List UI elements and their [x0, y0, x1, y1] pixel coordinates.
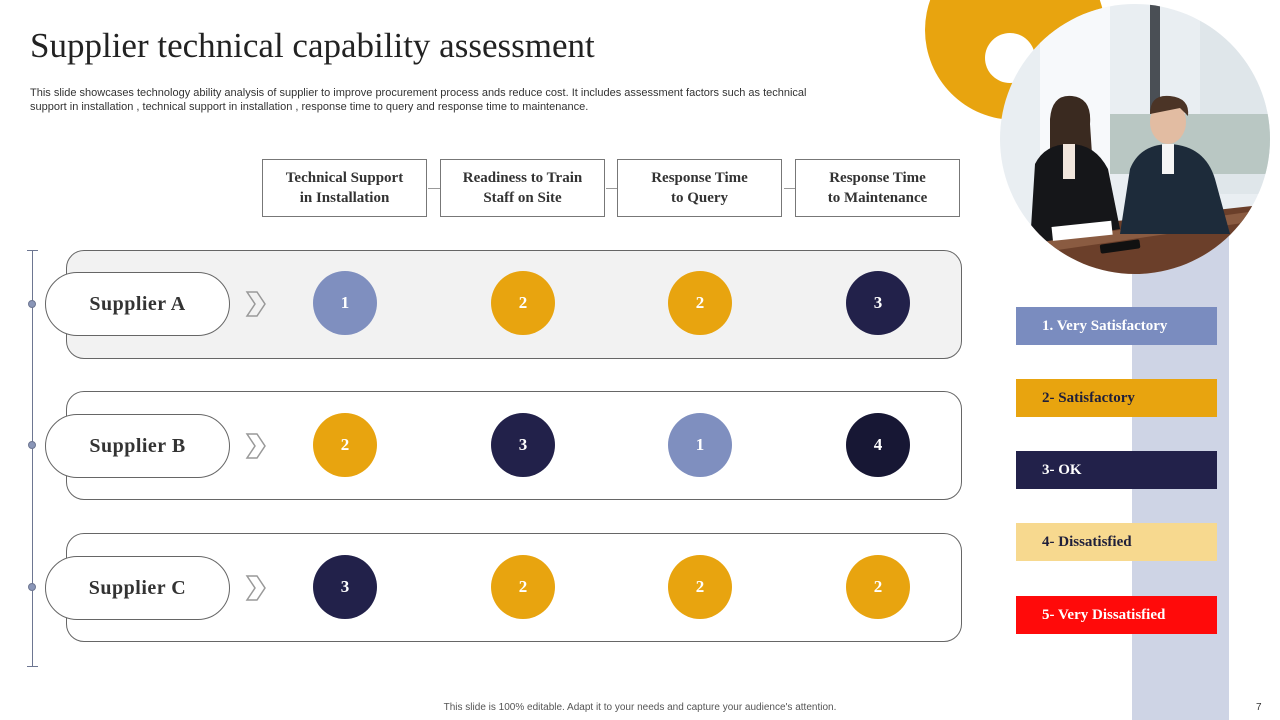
supplier-label: Supplier B — [45, 414, 230, 478]
supplier-label: Supplier A — [45, 272, 230, 336]
timeline-dot — [28, 583, 36, 591]
business-meeting-photo — [1000, 4, 1270, 274]
chevron-right-icon — [245, 291, 266, 317]
timeline-dot — [28, 441, 36, 449]
timeline-cap-bottom — [27, 666, 38, 667]
header-label: Response Time to Maintenance — [827, 170, 928, 206]
score-circle: 1 — [668, 413, 732, 477]
header-connector — [428, 188, 440, 189]
page-description: This slide showcases technology ability … — [30, 87, 807, 113]
header-label: Readiness to Train Staff on Site — [462, 170, 583, 206]
header-connector — [606, 188, 617, 189]
score-circle: 2 — [313, 413, 377, 477]
header-connector — [784, 188, 795, 189]
score-circle: 1 — [313, 271, 377, 335]
header-response-maintenance: Response Time to Maintenance — [795, 159, 960, 217]
score-circle: 2 — [491, 271, 555, 335]
chevron-right-icon — [245, 575, 266, 601]
score-circle: 3 — [491, 413, 555, 477]
legend-very-dissatisfied: 5- Very Dissatisfied — [1016, 596, 1217, 634]
page-title: Supplier technical capability assessment — [30, 26, 595, 65]
legend-dissatisfied: 4- Dissatisfied — [1016, 523, 1217, 561]
score-circle: 2 — [846, 555, 910, 619]
score-circle: 3 — [846, 271, 910, 335]
score-circle: 2 — [491, 555, 555, 619]
legend-very-satisfactory: 1. Very Satisfactory — [1016, 307, 1217, 345]
timeline-cap-top — [27, 250, 38, 251]
score-circle: 2 — [668, 555, 732, 619]
legend-ok: 3- OK — [1016, 451, 1217, 489]
footer-note: This slide is 100% editable. Adapt it to… — [443, 702, 837, 713]
header-label: Technical Support in Installation — [285, 170, 404, 206]
score-circle: 3 — [313, 555, 377, 619]
header-technical-support: Technical Support in Installation — [262, 159, 427, 217]
supplier-label: Supplier C — [45, 556, 230, 620]
score-circle: 4 — [846, 413, 910, 477]
header-label: Response Time to Query — [651, 170, 748, 206]
timeline-dot — [28, 300, 36, 308]
chevron-right-icon — [245, 433, 266, 459]
legend-satisfactory: 2- Satisfactory — [1016, 379, 1217, 417]
page-number: 7 — [1256, 702, 1262, 713]
timeline-line — [32, 250, 33, 666]
header-readiness-train: Readiness to Train Staff on Site — [440, 159, 605, 217]
header-response-query: Response Time to Query — [617, 159, 782, 217]
score-circle: 2 — [668, 271, 732, 335]
